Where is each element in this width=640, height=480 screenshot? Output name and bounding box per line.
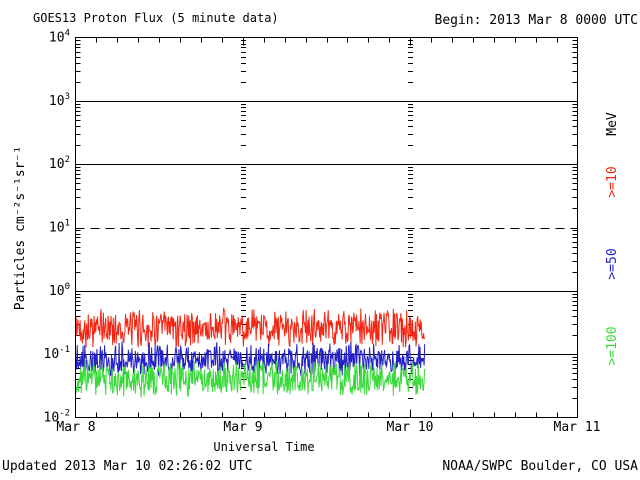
y-tick-label-1e-1: 10-1 (44, 345, 71, 362)
y-tick-label-1e0: 100 (49, 282, 70, 299)
axis-ticks (75, 37, 578, 418)
grid-lines (75, 40, 578, 399)
x-tick-mar10: Mar 10 (386, 420, 434, 435)
begin-timestamp: Begin: 2013 Mar 8 0000 UTC (434, 13, 639, 28)
x-axis-label: Universal Time (213, 440, 315, 454)
x-tick-mar8: Mar 8 (56, 420, 96, 435)
y-axis-label: Particles cm⁻²s⁻¹sr⁻¹ (13, 145, 28, 311)
credit-text: NOAA/SWPC Boulder, CO USA (442, 459, 638, 474)
y-tick-labels: 104 103 102 101 100 10-1 10-2 (44, 29, 71, 426)
y-tick-label-1e1: 101 (49, 219, 70, 236)
updated-timestamp: Updated 2013 Mar 10 02:26:02 UTC (2, 459, 253, 474)
series-label-ge100: >=100 (605, 326, 620, 366)
flux-traces (75, 307, 426, 398)
x-tick-mar11: Mar 11 (553, 420, 601, 435)
y-tick-label-1e2: 102 (49, 155, 70, 172)
chart-title: GOES13 Proton Flux (5 minute data) (33, 11, 279, 25)
y-tick-label-1e-2: 10-2 (44, 409, 71, 426)
x-tick-mar9: Mar 9 (223, 420, 263, 435)
y-tick-label-1e4: 104 (49, 29, 70, 46)
flux-trace-gege10 (75, 307, 426, 348)
flux-trace-gege100 (75, 359, 426, 398)
y-tick-label-1e3: 103 (49, 92, 70, 109)
plot-border (75, 37, 578, 418)
